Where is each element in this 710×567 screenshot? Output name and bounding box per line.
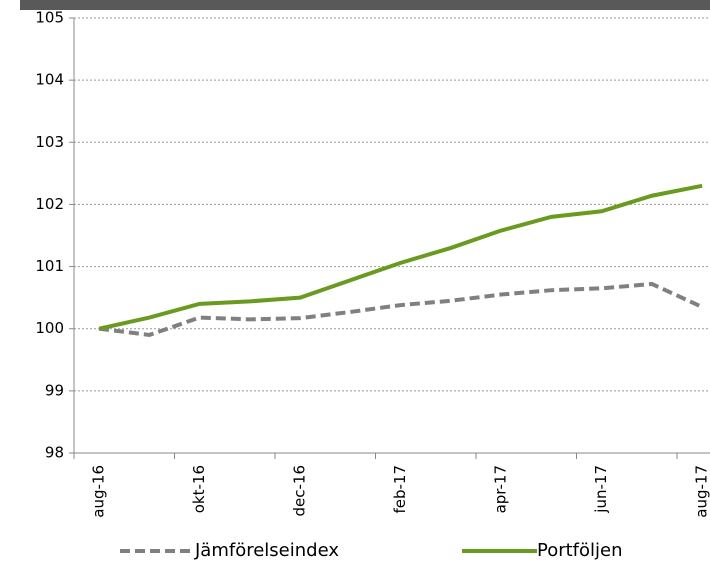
x-tick-label: feb-17	[391, 465, 409, 514]
y-tick-label: 101	[35, 257, 64, 275]
legend-label: Portföljen	[537, 540, 623, 561]
y-tick-label: 104	[35, 71, 64, 89]
x-tick-label: apr-17	[492, 465, 510, 513]
header-bar	[20, 0, 710, 10]
line-series	[98, 183, 703, 331]
x-tick-label: aug-16	[90, 465, 108, 518]
x-tick-label: aug-17	[693, 465, 710, 518]
x-tick-label: okt-16	[190, 465, 208, 513]
y-tick-label: 105	[35, 9, 64, 27]
x-tick-label: jun-17	[592, 465, 610, 514]
line-series	[98, 281, 703, 337]
y-tick-label: 102	[35, 195, 64, 213]
x-tick-label: dec-16	[291, 465, 309, 517]
legend-label: Jämförelseindex	[194, 540, 339, 561]
y-tick-label: 98	[45, 444, 64, 462]
y-tick-label: 99	[45, 381, 64, 399]
y-tick-label: 103	[35, 133, 64, 151]
y-tick-label: 100	[35, 319, 64, 337]
